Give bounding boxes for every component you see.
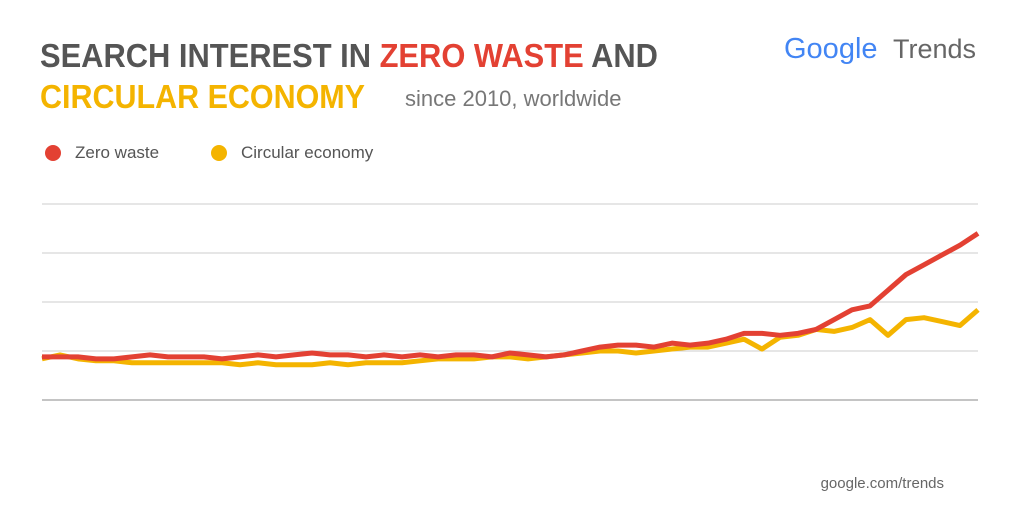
legend-label: Zero waste bbox=[75, 143, 159, 162]
source: google.com/trends bbox=[821, 475, 944, 492]
series-line bbox=[41, 307, 980, 368]
logo-product: Trends bbox=[893, 34, 976, 64]
legend-marker bbox=[45, 145, 61, 161]
legend-label: Circular economy bbox=[241, 143, 374, 162]
chart-title: SEARCH INTEREST IN ZERO WASTE AND bbox=[40, 37, 658, 74]
legend-marker bbox=[211, 145, 227, 161]
title-part: SEARCH INTEREST IN bbox=[40, 37, 380, 74]
chart-subtitle: since 2010, worldwide bbox=[405, 86, 621, 111]
series-line bbox=[42, 231, 980, 362]
title-part: AND bbox=[584, 37, 658, 74]
logo-brand: Google bbox=[784, 33, 878, 65]
title-part: CIRCULAR ECONOMY bbox=[40, 78, 365, 115]
title-part: ZERO WASTE bbox=[380, 37, 584, 74]
